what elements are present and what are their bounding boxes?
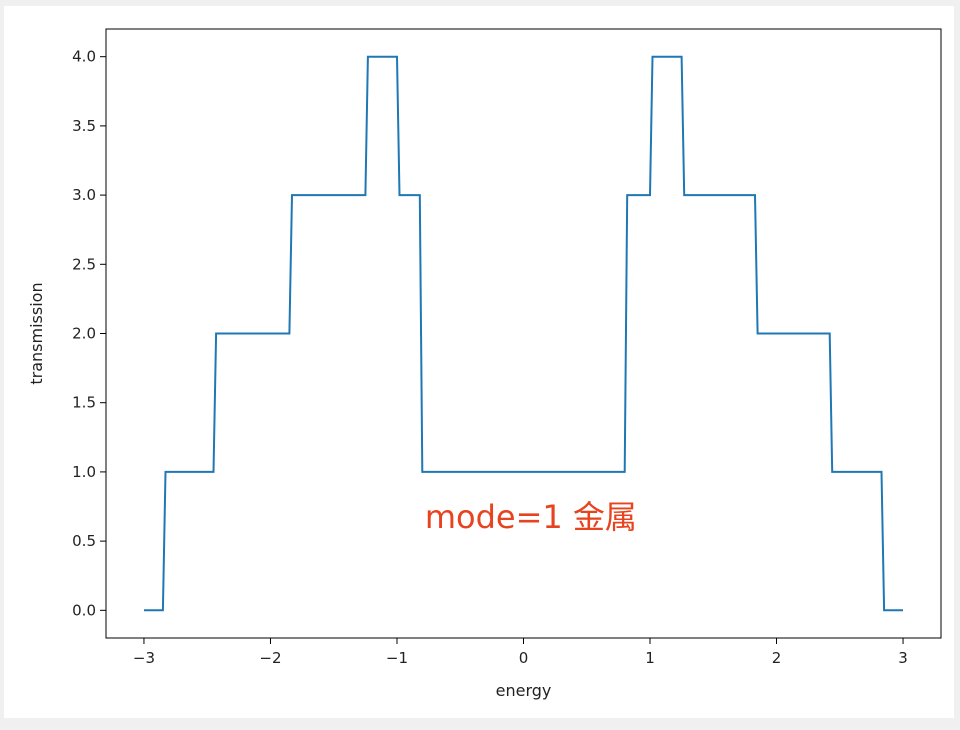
x-axis-label: energy (496, 681, 552, 700)
y-tick-label: 2.0 (72, 325, 96, 343)
plot-border (105, 28, 942, 639)
annotation-label: mode=1 金属 (425, 498, 637, 536)
y-tick-label: 1.5 (72, 394, 96, 412)
x-tick-label: −3 (133, 649, 155, 667)
transmission-chart: −3 −2 −1 0 1 2 3 0.0 0.5 1.0 1.5 2.0 2.5 3.0 3.5 4.0 e… (27, 28, 942, 700)
y-tick-label: 0.0 (72, 601, 96, 619)
x-tick-label: 0 (519, 649, 529, 667)
series-layer (144, 55, 903, 612)
x-tick-label: 2 (772, 649, 782, 667)
y-tick-label: 0.5 (72, 532, 96, 550)
y-tick-label: 3.0 (72, 186, 96, 204)
y-tick-label: 3.5 (72, 117, 96, 135)
y-axis-ticks: 0.0 0.5 1.0 1.5 2.0 2.5 3.0 3.5 4.0 (72, 48, 106, 619)
y-tick-label: 2.5 (72, 255, 96, 273)
x-tick-label: −2 (259, 649, 281, 667)
series-line (144, 55, 903, 612)
y-axis-label: transmission (27, 282, 46, 384)
y-tick-label: 4.0 (72, 48, 96, 66)
x-axis-ticks: −3 −2 −1 0 1 2 3 (133, 638, 908, 667)
x-tick-label: −1 (386, 649, 408, 667)
y-tick-label: 1.0 (72, 463, 96, 481)
x-tick-label: 1 (645, 649, 655, 667)
figure-frame: −3 −2 −1 0 1 2 3 0.0 0.5 1.0 1.5 2.0 2.5 3.0 3.5 4.0 e… (4, 6, 954, 718)
x-tick-label: 3 (898, 649, 908, 667)
